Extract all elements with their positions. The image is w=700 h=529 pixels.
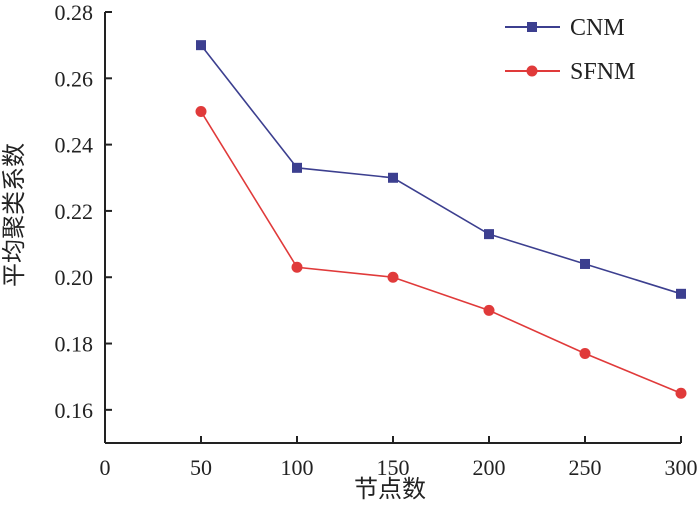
x-tick-label: 50 — [190, 455, 212, 480]
series-layer — [195, 40, 687, 399]
data-point-sfnm — [195, 105, 207, 117]
legend-item-cnm: CNM — [505, 15, 625, 41]
x-tick-group: 0 50 100 150 200 250 300 — [100, 436, 698, 480]
legend-label-cnm: CNM — [570, 15, 625, 41]
legend-label-sfnm: SFNM — [570, 59, 635, 85]
x-tick-label: 100 — [281, 455, 314, 480]
data-point-cnm — [676, 288, 686, 299]
y-tick-group: 0.16 0.18 0.20 0.22 0.24 0.26 0.28 — [55, 0, 112, 423]
y-tick-label: 0.20 — [55, 265, 94, 290]
series-line-sfnm — [200, 111, 682, 395]
data-point-cnm — [388, 172, 398, 183]
data-point-cnm — [292, 162, 302, 173]
data-point-sfnm — [675, 387, 687, 399]
y-tick-label: 0.16 — [55, 398, 94, 423]
data-point-sfnm — [291, 261, 303, 273]
data-point-sfnm — [387, 271, 399, 283]
data-point-sfnm — [579, 347, 591, 359]
y-tick-label: 0.18 — [55, 332, 94, 357]
data-point-cnm — [196, 40, 206, 51]
y-tick-label: 0.26 — [55, 66, 94, 91]
legend-marker-sfnm — [526, 65, 538, 77]
legend-marker-cnm — [527, 22, 537, 32]
y-tick-label: 0.28 — [55, 0, 94, 25]
x-tick-label: 200 — [473, 455, 506, 480]
x-tick-label: 0 — [100, 455, 111, 480]
x-axis-title: 节点数 — [354, 476, 426, 503]
x-tick-label: 150 — [377, 455, 410, 480]
x-tick-label: 300 — [665, 455, 698, 480]
y-axis-title: 平均聚类系数 — [1, 143, 28, 287]
y-tick-label: 0.22 — [55, 199, 94, 224]
data-point-cnm — [484, 229, 494, 240]
legend: CNM SFNM — [505, 15, 635, 85]
y-tick-label: 0.24 — [55, 133, 94, 158]
x-tick-label: 250 — [569, 455, 602, 480]
legend-item-sfnm: SFNM — [505, 59, 635, 85]
series-line-cnm — [200, 44, 682, 295]
data-point-cnm — [580, 258, 590, 269]
data-point-sfnm — [483, 304, 495, 316]
